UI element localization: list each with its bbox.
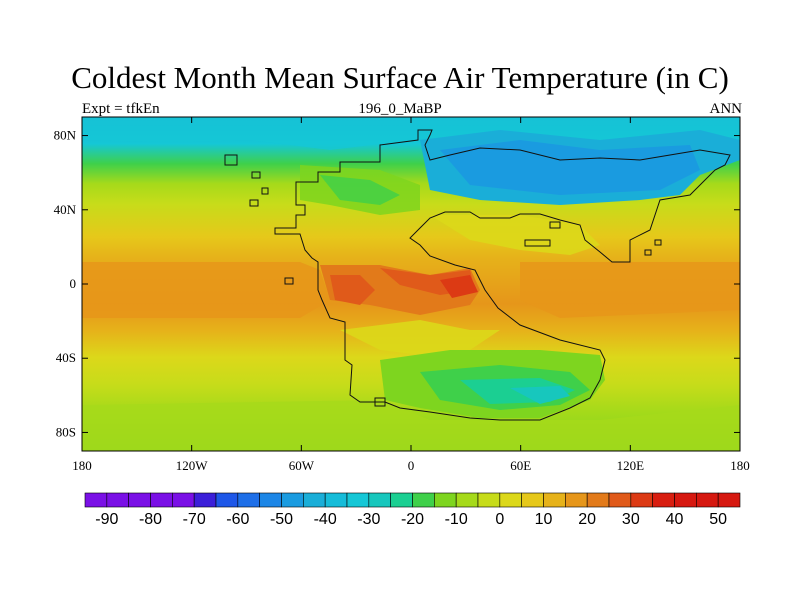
- colorbar-label: -40: [314, 511, 337, 528]
- colorbar-swatch: [346, 492, 370, 508]
- colorbar-swatch: [281, 492, 304, 508]
- colorbar-label: -90: [95, 511, 118, 528]
- season-label: ANN: [709, 101, 743, 117]
- colorbar-swatch: [652, 492, 675, 508]
- experiment-label: Expt = tfkEn: [82, 101, 160, 117]
- colorbar-label: 50: [709, 511, 727, 528]
- y-tick-label: 40N: [54, 202, 77, 217]
- colorbar: -90 -80 -70 -60 -50 -40 -30 -20 -10 0 10 20 30 40 50: [84, 492, 741, 528]
- y-tick-label: 80S: [56, 424, 76, 439]
- x-tick-label: 120W: [176, 458, 209, 473]
- colorbar-label: -60: [226, 511, 249, 528]
- colorbar-swatch: [368, 492, 391, 508]
- colorbar-swatch: [630, 492, 653, 508]
- colorbar-swatch: [106, 492, 129, 508]
- y-tick-label: 80N: [54, 128, 77, 143]
- colorbar-swatch: [499, 492, 522, 508]
- colorbar-swatch: [412, 492, 435, 508]
- colorbar-label: -30: [357, 511, 380, 528]
- colorbar-swatch: [84, 492, 108, 508]
- colorbar-swatch: [150, 492, 173, 508]
- x-tick-label: 0: [408, 458, 415, 473]
- x-tick-label: 60W: [289, 458, 315, 473]
- colorbar-label: -10: [445, 511, 468, 528]
- colorbar-swatch: [674, 492, 697, 508]
- colorbar-swatch: [259, 492, 282, 508]
- colorbar-label: -70: [183, 511, 206, 528]
- colorbar-swatch: [565, 492, 588, 508]
- map-title: Coldest Month Mean Surface Air Temperatu…: [71, 60, 729, 95]
- colorbar-swatch: [521, 492, 544, 508]
- colorbar-swatch: [586, 492, 610, 508]
- colorbar-swatch: [215, 492, 239, 508]
- colorbar-swatch: [324, 492, 348, 508]
- colorbar-swatch: [193, 492, 217, 508]
- colorbar-label: 20: [578, 511, 596, 528]
- colorbar-swatch: [128, 492, 151, 508]
- colorbar-label: 30: [622, 511, 640, 528]
- colorbar-label: -20: [401, 511, 424, 528]
- y-axis: 80N 40N 0 40S 80S: [54, 128, 740, 439]
- colorbar-label: 0: [495, 511, 504, 528]
- colorbar-swatch: [237, 492, 260, 508]
- continent-outlines: [224, 129, 731, 421]
- colorbar-label: 40: [666, 511, 684, 528]
- colorbar-swatch: [455, 492, 479, 508]
- colorbar-swatch: [543, 492, 566, 508]
- colorbar-swatch: [303, 492, 326, 508]
- temperature-field: [82, 117, 740, 451]
- colorbar-label: -50: [270, 511, 293, 528]
- y-tick-label: 40S: [56, 350, 76, 365]
- y-tick-label: 0: [70, 276, 77, 291]
- colorbar-swatch: [696, 492, 719, 508]
- time-label: 196_0_MaBP: [358, 101, 442, 117]
- x-tick-label: 180: [72, 458, 92, 473]
- colorbar-swatch: [717, 492, 741, 508]
- colorbar-swatch: [434, 492, 457, 508]
- colorbar-label: -80: [139, 511, 162, 528]
- x-tick-label: 180: [730, 458, 750, 473]
- colorbar-label: 10: [535, 511, 553, 528]
- colorbar-swatch: [477, 492, 501, 508]
- x-tick-label: 120E: [617, 458, 645, 473]
- colorbar-swatch: [390, 492, 413, 508]
- colorbar-swatch: [608, 492, 632, 508]
- x-axis: 180 120W 60W 0 60E 120E 180: [72, 117, 750, 473]
- x-tick-label: 60E: [510, 458, 531, 473]
- colorbar-swatch: [172, 492, 195, 508]
